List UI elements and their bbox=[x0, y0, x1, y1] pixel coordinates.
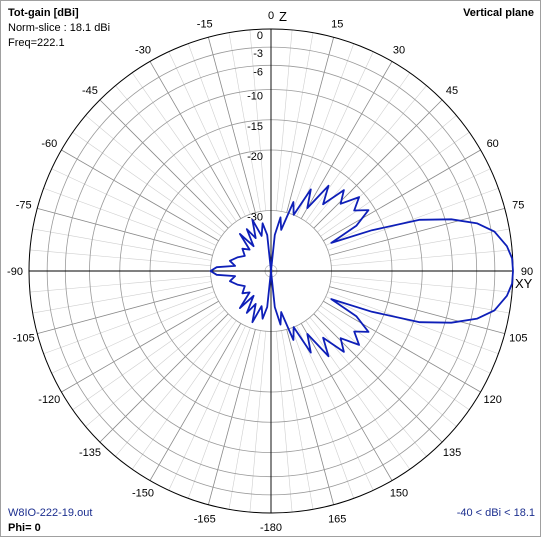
angle-label: -105 bbox=[13, 332, 35, 344]
phi-label: Phi= 0 bbox=[8, 522, 41, 534]
angle-label: 60 bbox=[487, 138, 499, 150]
angle-label: -60 bbox=[41, 138, 57, 150]
angle-label: 120 bbox=[484, 394, 502, 406]
radial-tick-label: -15 bbox=[247, 121, 263, 133]
angle-labels: 0153045607590105120135150165-180-165-150… bbox=[7, 10, 533, 534]
xy-axis-label: XY bbox=[515, 276, 533, 291]
angle-label: -180 bbox=[260, 522, 282, 534]
angle-label: -15 bbox=[197, 19, 213, 31]
angle-label: 135 bbox=[443, 447, 461, 459]
angle-label: -150 bbox=[132, 488, 154, 500]
z-axis-label: Z bbox=[279, 9, 287, 24]
radial-tick-label: -3 bbox=[253, 48, 263, 60]
angle-label: -135 bbox=[79, 447, 101, 459]
radial-tick-label: -6 bbox=[253, 66, 263, 78]
radial-tick-label: -10 bbox=[247, 91, 263, 103]
angle-label: 165 bbox=[328, 513, 346, 525]
norm-slice-label: Norm-slice : 18.1 dBi bbox=[8, 22, 110, 34]
angle-label: -165 bbox=[194, 513, 216, 525]
angle-label: 30 bbox=[393, 44, 405, 56]
radiation-pattern bbox=[209, 184, 514, 358]
angle-label: 15 bbox=[331, 19, 343, 31]
pattern-trace bbox=[209, 184, 514, 358]
angle-label: 105 bbox=[509, 332, 527, 344]
angle-label: 0 bbox=[268, 10, 274, 22]
angle-label: -120 bbox=[38, 394, 60, 406]
polar-grid bbox=[28, 28, 514, 514]
chart-title: Tot-gain [dBi] bbox=[8, 7, 79, 19]
angle-label: 45 bbox=[446, 85, 458, 97]
range-label: -40 < dBi < 18.1 bbox=[457, 507, 535, 519]
angle-label: -90 bbox=[7, 266, 23, 278]
plane-label: Vertical plane bbox=[463, 7, 534, 19]
radial-tick-label: -20 bbox=[247, 151, 263, 163]
angle-label: -45 bbox=[82, 85, 98, 97]
radial-tick-label: -30 bbox=[247, 212, 263, 224]
angle-label: 75 bbox=[512, 200, 524, 212]
radial-labels: 0 -3 -6 -10 -15 -20 -30 bbox=[247, 30, 263, 224]
angle-label: -30 bbox=[135, 44, 151, 56]
angle-label: -75 bbox=[16, 200, 32, 212]
file-name-label: W8IO-222-19.out bbox=[8, 507, 92, 519]
angle-label: 150 bbox=[390, 488, 408, 500]
radial-tick-label: 0 bbox=[257, 30, 263, 42]
angle-label: 90 bbox=[521, 266, 533, 278]
frequency-label: Freq=222.1 bbox=[8, 37, 65, 49]
